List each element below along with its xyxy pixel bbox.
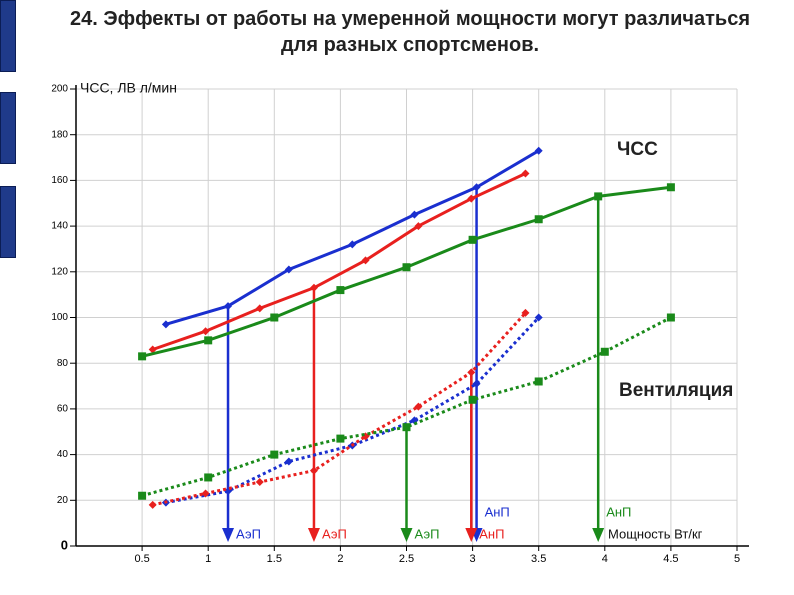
point — [534, 146, 543, 155]
y-tick-label: 80 — [57, 358, 69, 369]
y-tick-label: 160 — [51, 175, 68, 186]
point — [600, 347, 609, 356]
threshold-label: АэП — [236, 526, 261, 541]
arrow-head — [592, 528, 605, 542]
point — [309, 466, 318, 475]
point — [402, 423, 411, 432]
x-tick-label: 4.5 — [663, 553, 678, 565]
point — [414, 222, 423, 231]
point — [534, 215, 543, 224]
point — [666, 183, 675, 192]
x-tick-label: 1.5 — [267, 553, 282, 565]
y-axis-title: ЧСС, ЛВ л/мин — [80, 80, 177, 96]
threshold-label: АэП — [415, 526, 440, 541]
point — [336, 434, 345, 443]
y-tick-label: 60 — [57, 404, 69, 415]
point — [534, 377, 543, 386]
point — [224, 302, 233, 311]
point — [348, 240, 357, 249]
y-tick-label: 120 — [51, 266, 68, 277]
series-line — [141, 316, 672, 498]
point — [521, 169, 530, 178]
x-tick-label: 0.5 — [134, 553, 149, 565]
x-tick-label: 3.5 — [531, 553, 546, 565]
point — [201, 489, 210, 498]
x-tick-label: 3 — [470, 553, 476, 565]
point — [161, 320, 170, 329]
point — [148, 345, 157, 354]
point — [414, 402, 423, 411]
annotation: ЧСС — [617, 139, 658, 160]
point — [468, 395, 477, 404]
point — [521, 308, 530, 317]
point — [402, 263, 411, 272]
threshold-label: АнП — [606, 504, 631, 519]
side-bar — [0, 186, 16, 258]
point — [361, 256, 370, 265]
point — [410, 210, 419, 219]
point — [270, 313, 279, 322]
x-axis-title: Мощность Вт/кг — [608, 526, 703, 541]
y-tick-label: 40 — [57, 449, 69, 460]
point — [534, 313, 543, 322]
point — [148, 500, 157, 509]
point — [468, 235, 477, 244]
side-bar — [0, 92, 16, 164]
slide-title: 24. Эффекты от работы на умеренной мощно… — [69, 8, 750, 56]
y-tick-label: 100 — [51, 312, 68, 323]
y-tick-label: 200 — [51, 84, 68, 95]
point — [284, 457, 293, 466]
y-tick-label: 20 — [57, 495, 69, 506]
arrow-head — [307, 528, 320, 542]
threshold-label: АнП — [479, 526, 504, 541]
threshold-label: АнП — [485, 504, 510, 519]
x-tick-label: 2 — [337, 553, 343, 565]
annotation: Вентиляция — [619, 380, 733, 401]
y-tick-label: 180 — [51, 129, 68, 140]
point — [284, 265, 293, 274]
arrow-head — [465, 528, 478, 542]
y-tick-label: 0 — [61, 537, 68, 552]
point — [594, 192, 603, 201]
point — [309, 283, 318, 292]
threshold-label: АэП — [322, 526, 347, 541]
point — [204, 336, 213, 345]
point — [467, 368, 476, 377]
series-line — [152, 172, 527, 351]
point — [255, 478, 264, 487]
arrow-head — [222, 528, 235, 542]
point — [270, 450, 279, 459]
point — [336, 286, 345, 295]
point — [138, 352, 147, 361]
point — [138, 491, 147, 500]
y-tick-label: 140 — [51, 221, 68, 232]
x-tick-label: 4 — [602, 553, 608, 565]
point — [472, 183, 481, 192]
x-tick-label: 1 — [205, 553, 211, 565]
x-tick-label: 2.5 — [399, 553, 414, 565]
point — [204, 473, 213, 482]
point — [666, 313, 675, 322]
point — [255, 304, 264, 313]
point — [467, 194, 476, 203]
x-tick-label: 5 — [734, 553, 740, 565]
side-bar — [0, 0, 16, 72]
point — [201, 327, 210, 336]
arrow-head — [400, 528, 413, 542]
point — [472, 379, 481, 388]
